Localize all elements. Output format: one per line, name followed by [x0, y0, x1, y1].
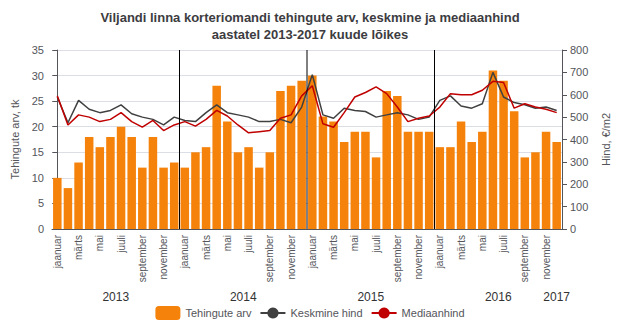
svg-text:märts: märts	[201, 235, 212, 260]
svg-text:2015: 2015	[357, 290, 384, 304]
svg-text:mai: mai	[94, 235, 105, 251]
svg-text:20: 20	[32, 121, 44, 133]
svg-text:november: november	[158, 234, 169, 279]
svg-text:juuli: juuli	[116, 235, 127, 254]
svg-text:jaanuar: jaanuar	[434, 234, 445, 269]
svg-text:0: 0	[570, 223, 576, 235]
svg-text:mai: mai	[222, 235, 233, 251]
svg-text:Viljandi linna korteriomandi t: Viljandi linna korteriomandi tehingute a…	[100, 10, 519, 25]
svg-text:10: 10	[32, 172, 44, 184]
svg-text:500: 500	[570, 111, 588, 123]
svg-text:400: 400	[570, 134, 588, 146]
svg-text:2017: 2017	[543, 290, 570, 304]
svg-text:100: 100	[570, 201, 588, 213]
svg-text:märts: märts	[328, 235, 339, 260]
svg-text:september: september	[392, 234, 403, 282]
svg-text:5: 5	[38, 197, 44, 209]
svg-text:Tehingute arv, tk: Tehingute arv, tk	[9, 99, 21, 179]
svg-text:juuli: juuli	[243, 235, 254, 254]
svg-text:mai: mai	[477, 235, 488, 251]
svg-text:märts: märts	[73, 235, 84, 260]
svg-text:0: 0	[38, 223, 44, 235]
svg-text:november: november	[541, 234, 552, 279]
svg-text:jaanuar: jaanuar	[52, 234, 63, 269]
svg-text:800: 800	[570, 44, 588, 56]
svg-text:Tehingute arv: Tehingute arv	[185, 307, 252, 319]
svg-text:Hind, €/m2: Hind, €/m2	[600, 113, 612, 166]
svg-text:2014: 2014	[230, 290, 257, 304]
svg-text:2016: 2016	[485, 290, 512, 304]
svg-text:november: november	[413, 234, 424, 279]
svg-text:200: 200	[570, 178, 588, 190]
svg-text:700: 700	[570, 66, 588, 78]
svg-text:mai: mai	[349, 235, 360, 251]
svg-text:september: september	[519, 234, 530, 282]
svg-text:35: 35	[32, 44, 44, 56]
svg-text:juuli: juuli	[371, 235, 382, 254]
svg-text:30: 30	[32, 70, 44, 82]
svg-text:jaanuar: jaanuar	[307, 234, 318, 269]
svg-text:aastatel 2013-2017 kuude lõike: aastatel 2013-2017 kuude lõikes	[212, 27, 409, 42]
svg-text:25: 25	[32, 95, 44, 107]
svg-text:märts: märts	[456, 235, 467, 260]
svg-text:600: 600	[570, 89, 588, 101]
svg-text:Mediaanhind: Mediaanhind	[402, 307, 465, 319]
svg-text:Keskmine hind: Keskmine hind	[290, 307, 362, 319]
svg-text:15: 15	[32, 146, 44, 158]
svg-text:november: november	[286, 234, 297, 279]
svg-text:september: september	[264, 234, 275, 282]
svg-text:juuli: juuli	[498, 235, 509, 254]
svg-text:jaanuar: jaanuar	[179, 234, 190, 269]
svg-text:september: september	[137, 234, 148, 282]
svg-text:2013: 2013	[102, 290, 129, 304]
svg-text:300: 300	[570, 156, 588, 168]
